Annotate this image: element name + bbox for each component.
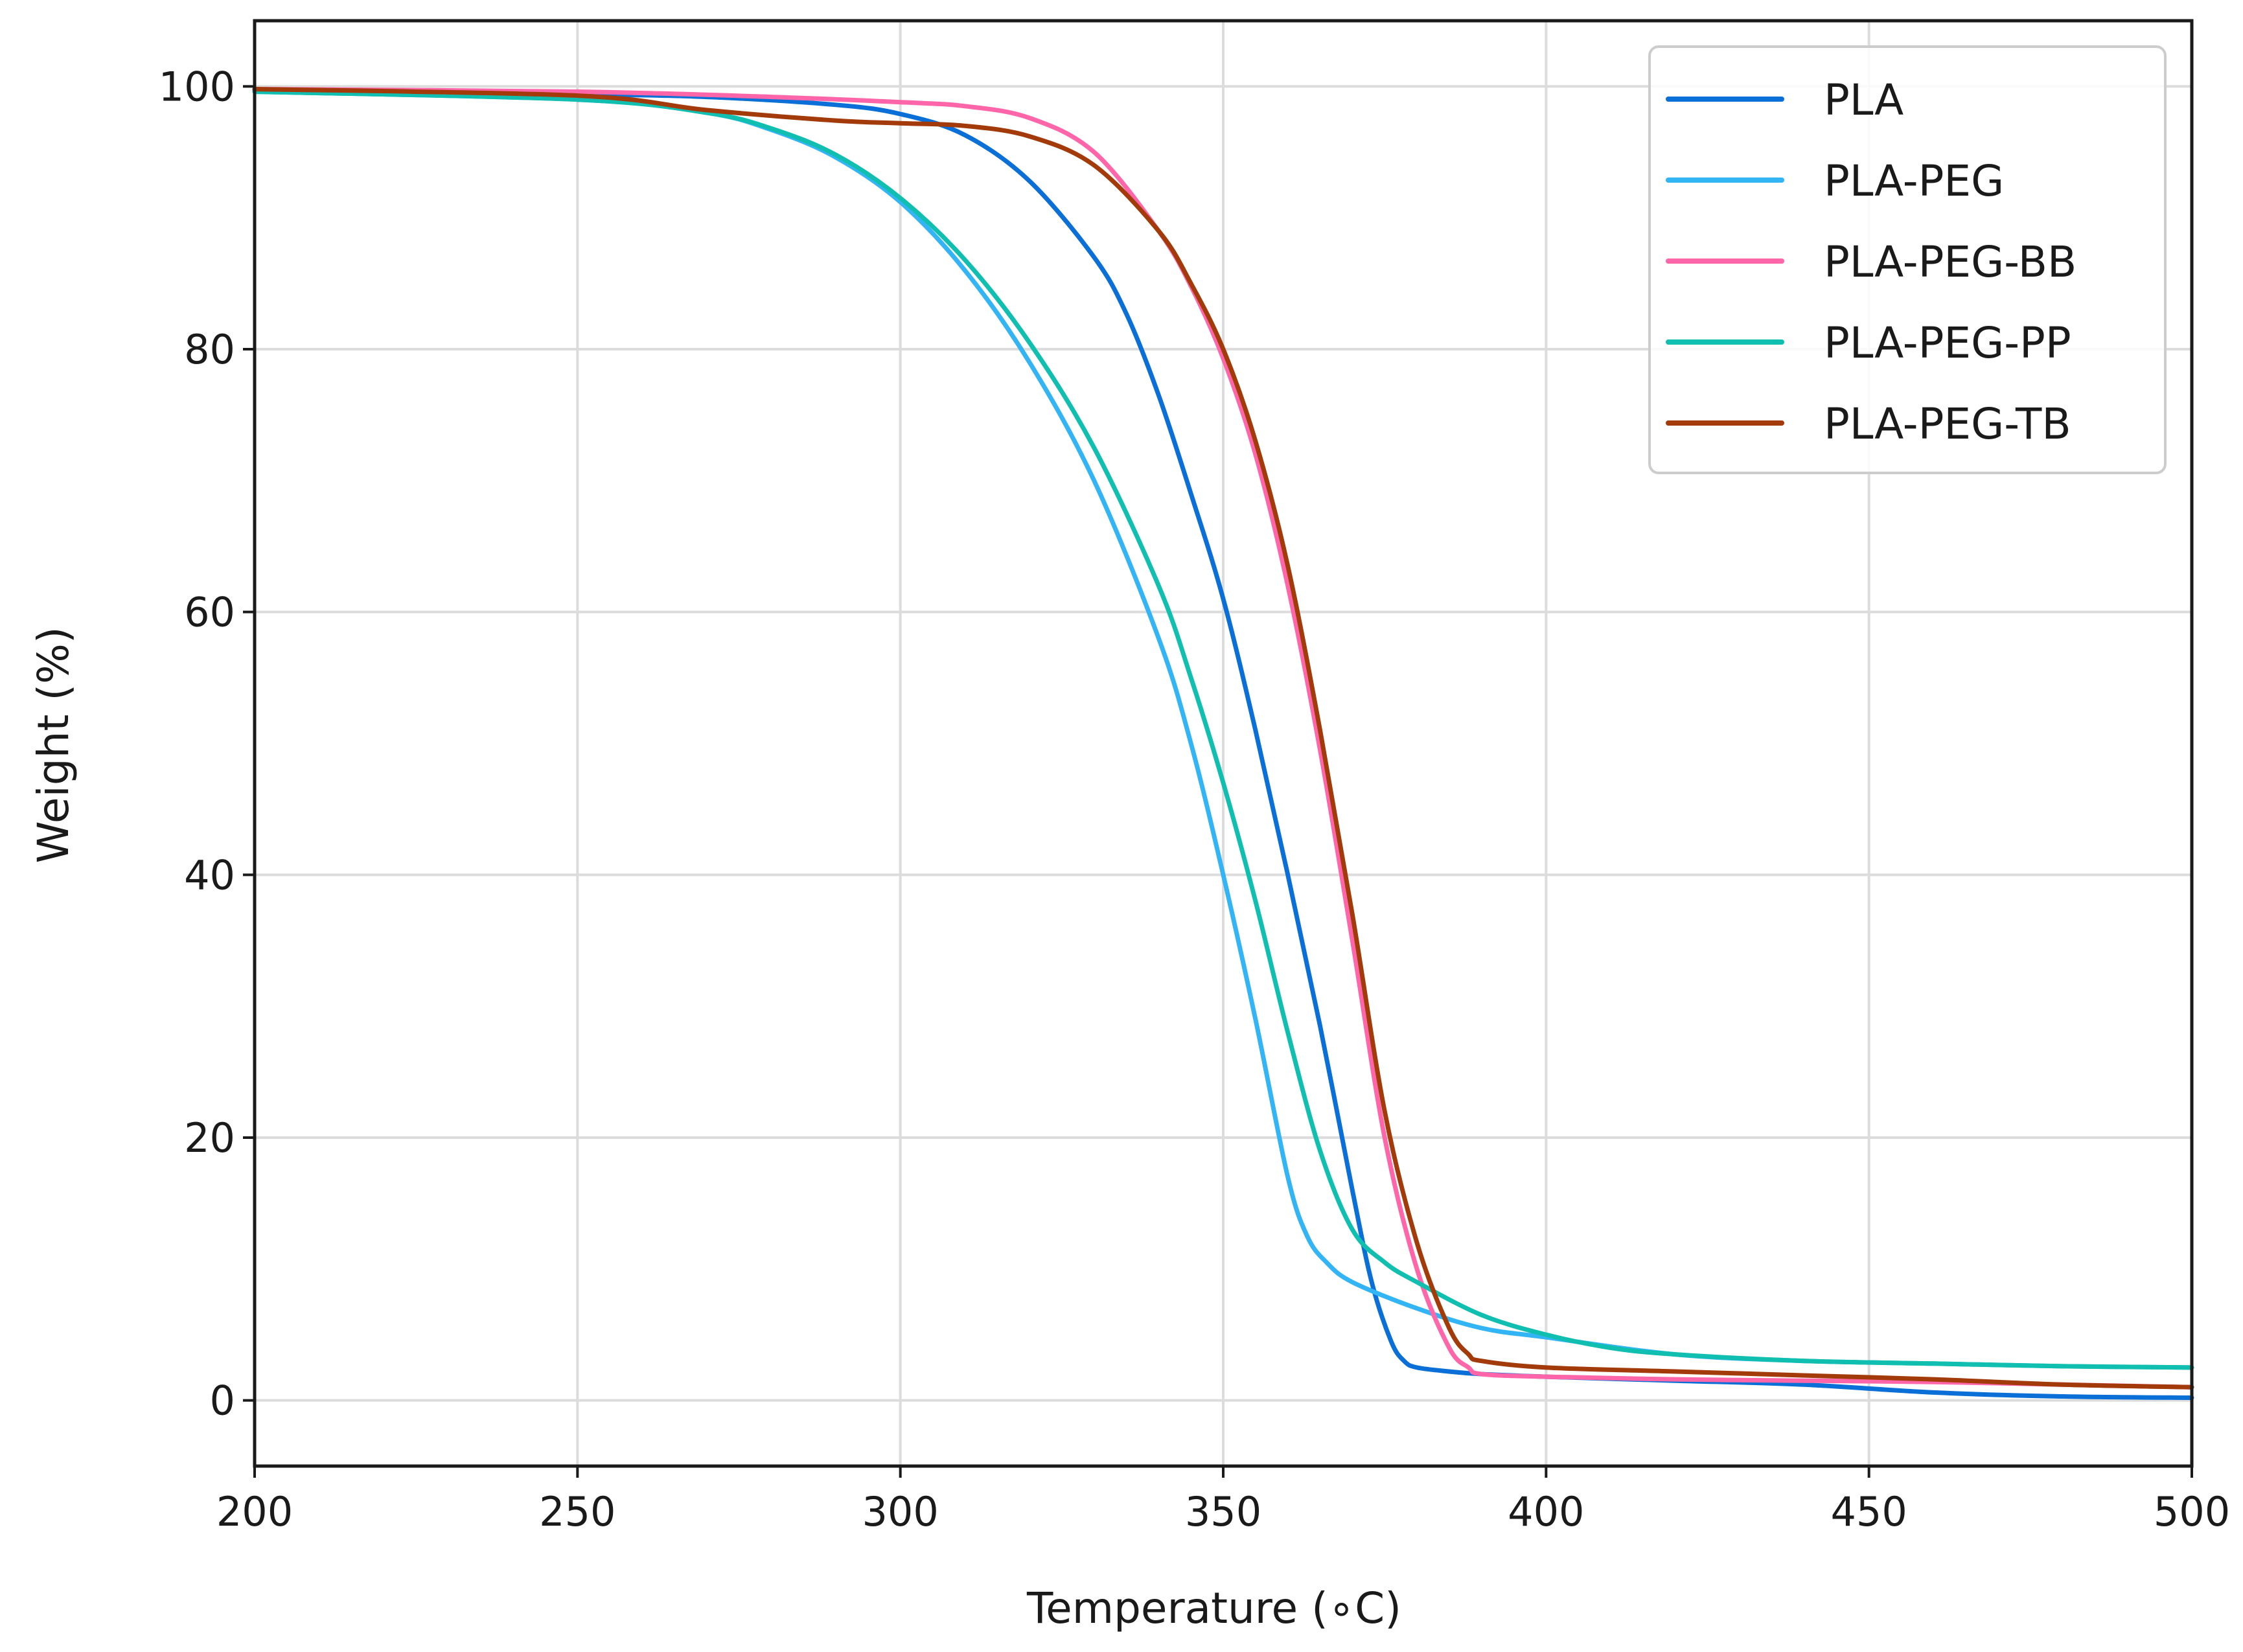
series-line-pla-peg-pp [252, 89, 2194, 1370]
series-line-pla-peg-bb [252, 87, 2194, 1390]
y-tick-label: 100 [159, 63, 235, 110]
legend-label-pla: PLA [1824, 75, 1904, 125]
y-tick-label: 20 [184, 1114, 235, 1162]
x-tick-label: 200 [216, 1488, 293, 1535]
x-axis-label: Temperature (∘C) [1026, 1583, 1401, 1633]
x-tick-label: 300 [862, 1488, 938, 1535]
series-line-pla-peg-tb [252, 87, 2194, 1390]
x-tick-label: 400 [1508, 1488, 1584, 1535]
y-tick-label: 60 [184, 589, 235, 636]
legend-label-pla-peg-pp: PLA-PEG-PP [1824, 318, 2071, 368]
legend-box [1648, 45, 2167, 474]
legend: PLA PLA-PEG PLA-PEG-BB PLA-PEG-PP PLA-PEG-TB [1648, 45, 2167, 474]
x-tick-label: 250 [539, 1488, 615, 1535]
y-tick-label: 80 [184, 326, 235, 373]
series-layer [252, 87, 2194, 1400]
legend-label-pla-peg-bb: PLA-PEG-BB [1824, 237, 2076, 287]
legend-label-pla-peg: PLA-PEG [1824, 156, 2004, 206]
x-axis-ticks: 200 250 300 350 400 450 500 [216, 1466, 2230, 1535]
x-tick-label: 350 [1185, 1488, 1261, 1535]
legend-label-pla-peg-tb: PLA-PEG-TB [1824, 399, 2071, 449]
y-tick-label: 40 [184, 851, 235, 899]
y-axis-ticks: 0 20 40 60 80 100 [159, 63, 255, 1425]
x-tick-label: 450 [1830, 1488, 1907, 1535]
y-tick-label: 0 [210, 1377, 235, 1425]
x-tick-label: 500 [2154, 1488, 2230, 1535]
y-axis-label: Weight (%) [29, 626, 78, 863]
